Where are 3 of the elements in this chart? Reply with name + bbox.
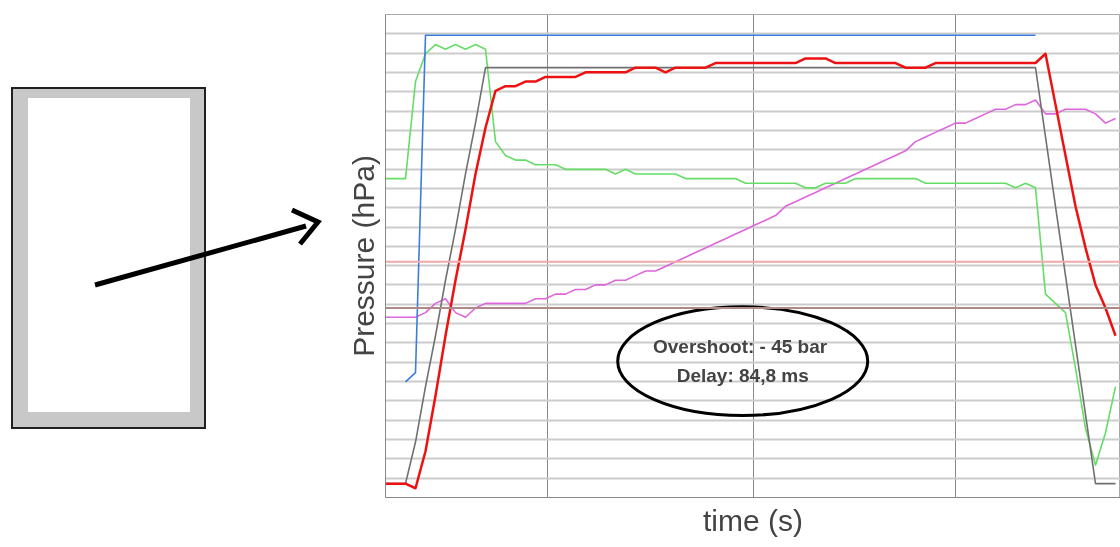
y-axis-title: Pressure (hPa) bbox=[346, 155, 380, 357]
annotation: Overshoot: - 45 bar bbox=[652, 336, 828, 358]
x-axis-title: time (s) bbox=[703, 503, 803, 537]
